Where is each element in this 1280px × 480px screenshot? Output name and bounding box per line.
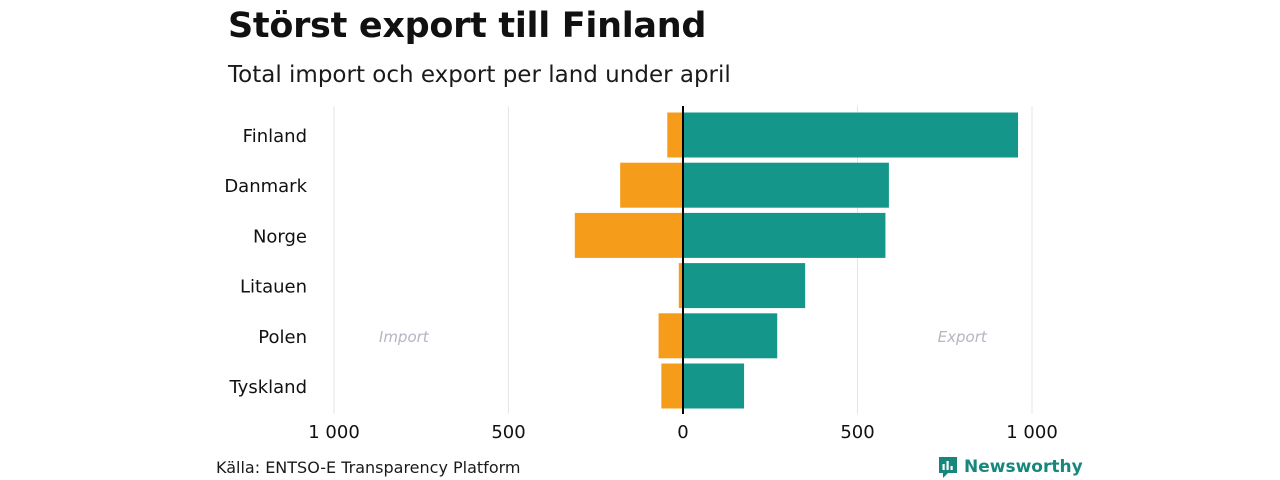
bar-export-tyskland[interactable] <box>683 363 745 409</box>
x-tick-label-4: 1 000 <box>1006 422 1058 443</box>
brand-logo: Newsworthy <box>937 455 1083 479</box>
category-label-litauen: Litauen <box>240 277 307 298</box>
category-label-danmark: Danmark <box>224 176 307 197</box>
bar-import-finland[interactable] <box>667 112 683 158</box>
bar-import-litauen[interactable] <box>678 263 683 309</box>
category-label-finland: Finland <box>243 126 307 147</box>
annotation-export: Export <box>938 328 988 346</box>
x-tick-label-1: 500 <box>491 422 525 443</box>
x-tick-label-3: 500 <box>840 422 874 443</box>
chart-subtitle: Total import och export per land under a… <box>228 62 731 88</box>
bar-export-polen[interactable] <box>683 313 778 359</box>
bar-import-danmark[interactable] <box>620 162 683 208</box>
category-label-tyskland: Tyskland <box>228 377 307 398</box>
x-tick-label-0: 1 000 <box>308 422 360 443</box>
bar-import-norge[interactable] <box>574 212 683 258</box>
bar-export-finland[interactable] <box>683 112 1019 158</box>
newsworthy-logo-icon <box>939 457 957 478</box>
brand-name: Newsworthy <box>964 457 1083 477</box>
annotation-import: Import <box>379 328 430 346</box>
bar-export-danmark[interactable] <box>683 162 889 208</box>
bar-import-polen[interactable] <box>658 313 683 359</box>
bar-export-norge[interactable] <box>683 212 886 258</box>
bar-export-litauen[interactable] <box>683 263 806 309</box>
category-label-norge: Norge <box>253 226 307 247</box>
chart-title: Störst export till Finland <box>228 6 707 46</box>
bar-import-tyskland[interactable] <box>661 363 683 409</box>
x-tick-label-2: 0 <box>677 422 688 443</box>
category-label-polen: Polen <box>258 327 307 348</box>
source-credit: Källa: ENTSO-E Transparency Platform <box>216 458 521 477</box>
